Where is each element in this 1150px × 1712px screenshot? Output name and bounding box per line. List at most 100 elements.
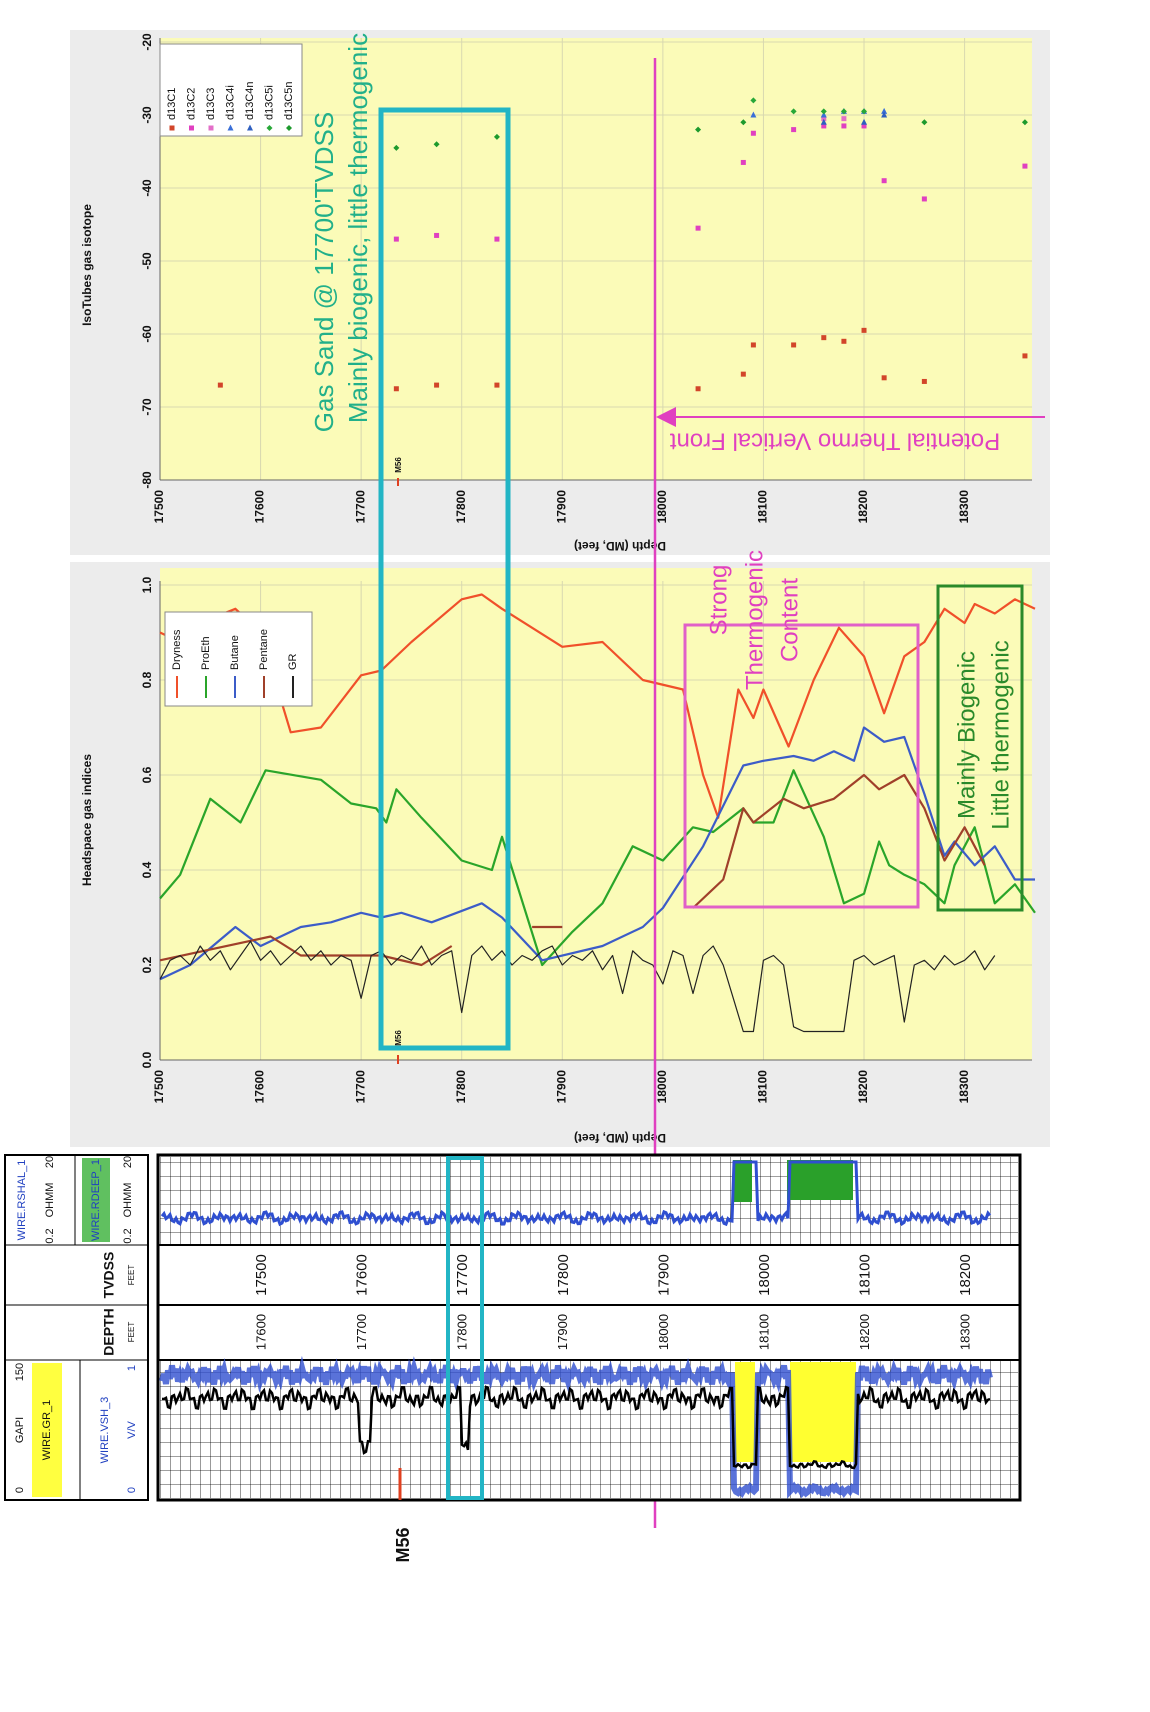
point xyxy=(841,116,847,122)
depth-label: 17600 xyxy=(253,1314,268,1350)
legend-label: d13C4n xyxy=(244,81,256,120)
point xyxy=(881,107,888,114)
annotation: Strong xyxy=(705,565,732,636)
sand-fill xyxy=(790,1362,856,1462)
header-text: V/V xyxy=(126,1420,138,1438)
depth-label: 17800 xyxy=(555,1254,572,1296)
legend-label: d13C1 xyxy=(166,88,178,120)
point xyxy=(217,382,223,388)
depth-label: 18200 xyxy=(957,1254,974,1296)
sand-fill xyxy=(735,1362,755,1462)
legend-label: d13C5i xyxy=(263,85,275,120)
legend-label: GR xyxy=(287,653,299,670)
gr-curve xyxy=(161,1385,991,1470)
annotation: Potential Thermo Vertical Front xyxy=(669,428,1000,455)
y-tick-label: 1.0 xyxy=(140,576,154,593)
header-text: FEET xyxy=(127,1265,136,1286)
point xyxy=(393,236,399,242)
log-curves xyxy=(159,1160,993,1499)
point xyxy=(434,232,440,238)
point xyxy=(1021,119,1028,126)
y-tick-label: -20 xyxy=(140,33,154,51)
header-text: OHMM xyxy=(122,1183,134,1218)
header-text: 20 xyxy=(44,1156,56,1168)
resistivity-fill xyxy=(787,1160,853,1200)
depth-label: 17700 xyxy=(354,1314,369,1350)
depth-label: 17900 xyxy=(555,1314,570,1350)
point xyxy=(494,236,500,242)
x-tick-label: 17700 xyxy=(353,490,367,524)
x-axis-title: Depth (MD, feet) xyxy=(574,539,666,553)
point xyxy=(791,342,797,348)
point xyxy=(820,118,827,125)
header-text: FEET xyxy=(127,1322,136,1343)
point xyxy=(841,123,847,129)
x-tick-label: 17900 xyxy=(554,1070,568,1104)
annotation: Mainly biogenic, little thermogenic xyxy=(343,33,373,423)
point xyxy=(227,124,234,131)
point xyxy=(840,108,847,115)
track-grid xyxy=(160,1157,1018,1245)
y-tick-label: 0.6 xyxy=(140,766,154,783)
legend-label: d13C3 xyxy=(205,88,217,120)
point xyxy=(433,141,440,148)
y-tick-label: -40 xyxy=(140,179,154,197)
chart-title: Headspace gas indices xyxy=(80,754,94,886)
point xyxy=(208,125,214,131)
depth-label: 18100 xyxy=(857,1254,874,1296)
marker-label: M56 xyxy=(393,1527,413,1562)
annotation: Content xyxy=(776,578,803,662)
legend-label: Pentane xyxy=(258,629,270,670)
point xyxy=(791,127,797,133)
highlight-box xyxy=(446,1156,484,1500)
point xyxy=(881,111,888,118)
depth-label: 18300 xyxy=(958,1314,973,1350)
curve-swatch xyxy=(32,1363,62,1497)
depth-label: 18000 xyxy=(756,1254,773,1296)
depth-label: 17700 xyxy=(454,1254,471,1296)
header-text: WIRE.VSH_3 xyxy=(99,1397,111,1464)
x-tick-label: 17700 xyxy=(353,1070,367,1104)
log-header xyxy=(4,1154,149,1501)
y-tick-label: 0.8 xyxy=(140,671,154,688)
resistivity-fill xyxy=(733,1160,752,1202)
header-text: DEPTH xyxy=(101,1308,117,1355)
marker-label: M56 xyxy=(394,457,403,473)
y-tick-label: -50 xyxy=(140,252,154,270)
depth-label: 17900 xyxy=(655,1254,672,1296)
legend-label: Dryness xyxy=(171,629,183,670)
header-text: TVDSS xyxy=(101,1252,117,1299)
x-tick-label: 17900 xyxy=(554,490,568,524)
point xyxy=(790,108,797,115)
header-text: 20 xyxy=(122,1156,134,1168)
point xyxy=(695,225,701,231)
point xyxy=(861,108,868,115)
point xyxy=(881,178,887,184)
x-tick-label: 18000 xyxy=(655,490,669,524)
point xyxy=(821,335,827,341)
x-tick-label: 18300 xyxy=(957,490,971,524)
legend-label: d13C4i xyxy=(224,85,236,120)
annotation: Gas Sand @ 17700'TVDSS xyxy=(309,112,339,432)
annotation: Little thermogenic xyxy=(987,640,1014,829)
point xyxy=(821,123,827,129)
point xyxy=(881,375,887,381)
point xyxy=(434,382,440,388)
depth-label: 18000 xyxy=(656,1314,671,1350)
point xyxy=(861,118,868,125)
header-text: WIRE.RSHAL_1 xyxy=(16,1160,28,1241)
point xyxy=(821,116,827,122)
well-log: WIRE.GR_1 0 GAPI 150 WIRE.VSH_3 0 V/V 1 … xyxy=(4,1153,1022,1563)
point xyxy=(169,125,175,131)
point xyxy=(861,327,867,333)
point xyxy=(189,125,194,131)
header-text: GAPI xyxy=(14,1417,26,1443)
header-text: WIRE.GR_1 xyxy=(41,1400,53,1461)
series-line xyxy=(159,940,996,1033)
point xyxy=(740,371,746,377)
x-tick-label: 18200 xyxy=(856,490,870,524)
depth-label: 18100 xyxy=(756,1314,771,1350)
depth-label: 17600 xyxy=(354,1254,371,1296)
y-tick-label: 0.4 xyxy=(140,861,154,878)
x-tick-label: 18300 xyxy=(957,1070,971,1104)
